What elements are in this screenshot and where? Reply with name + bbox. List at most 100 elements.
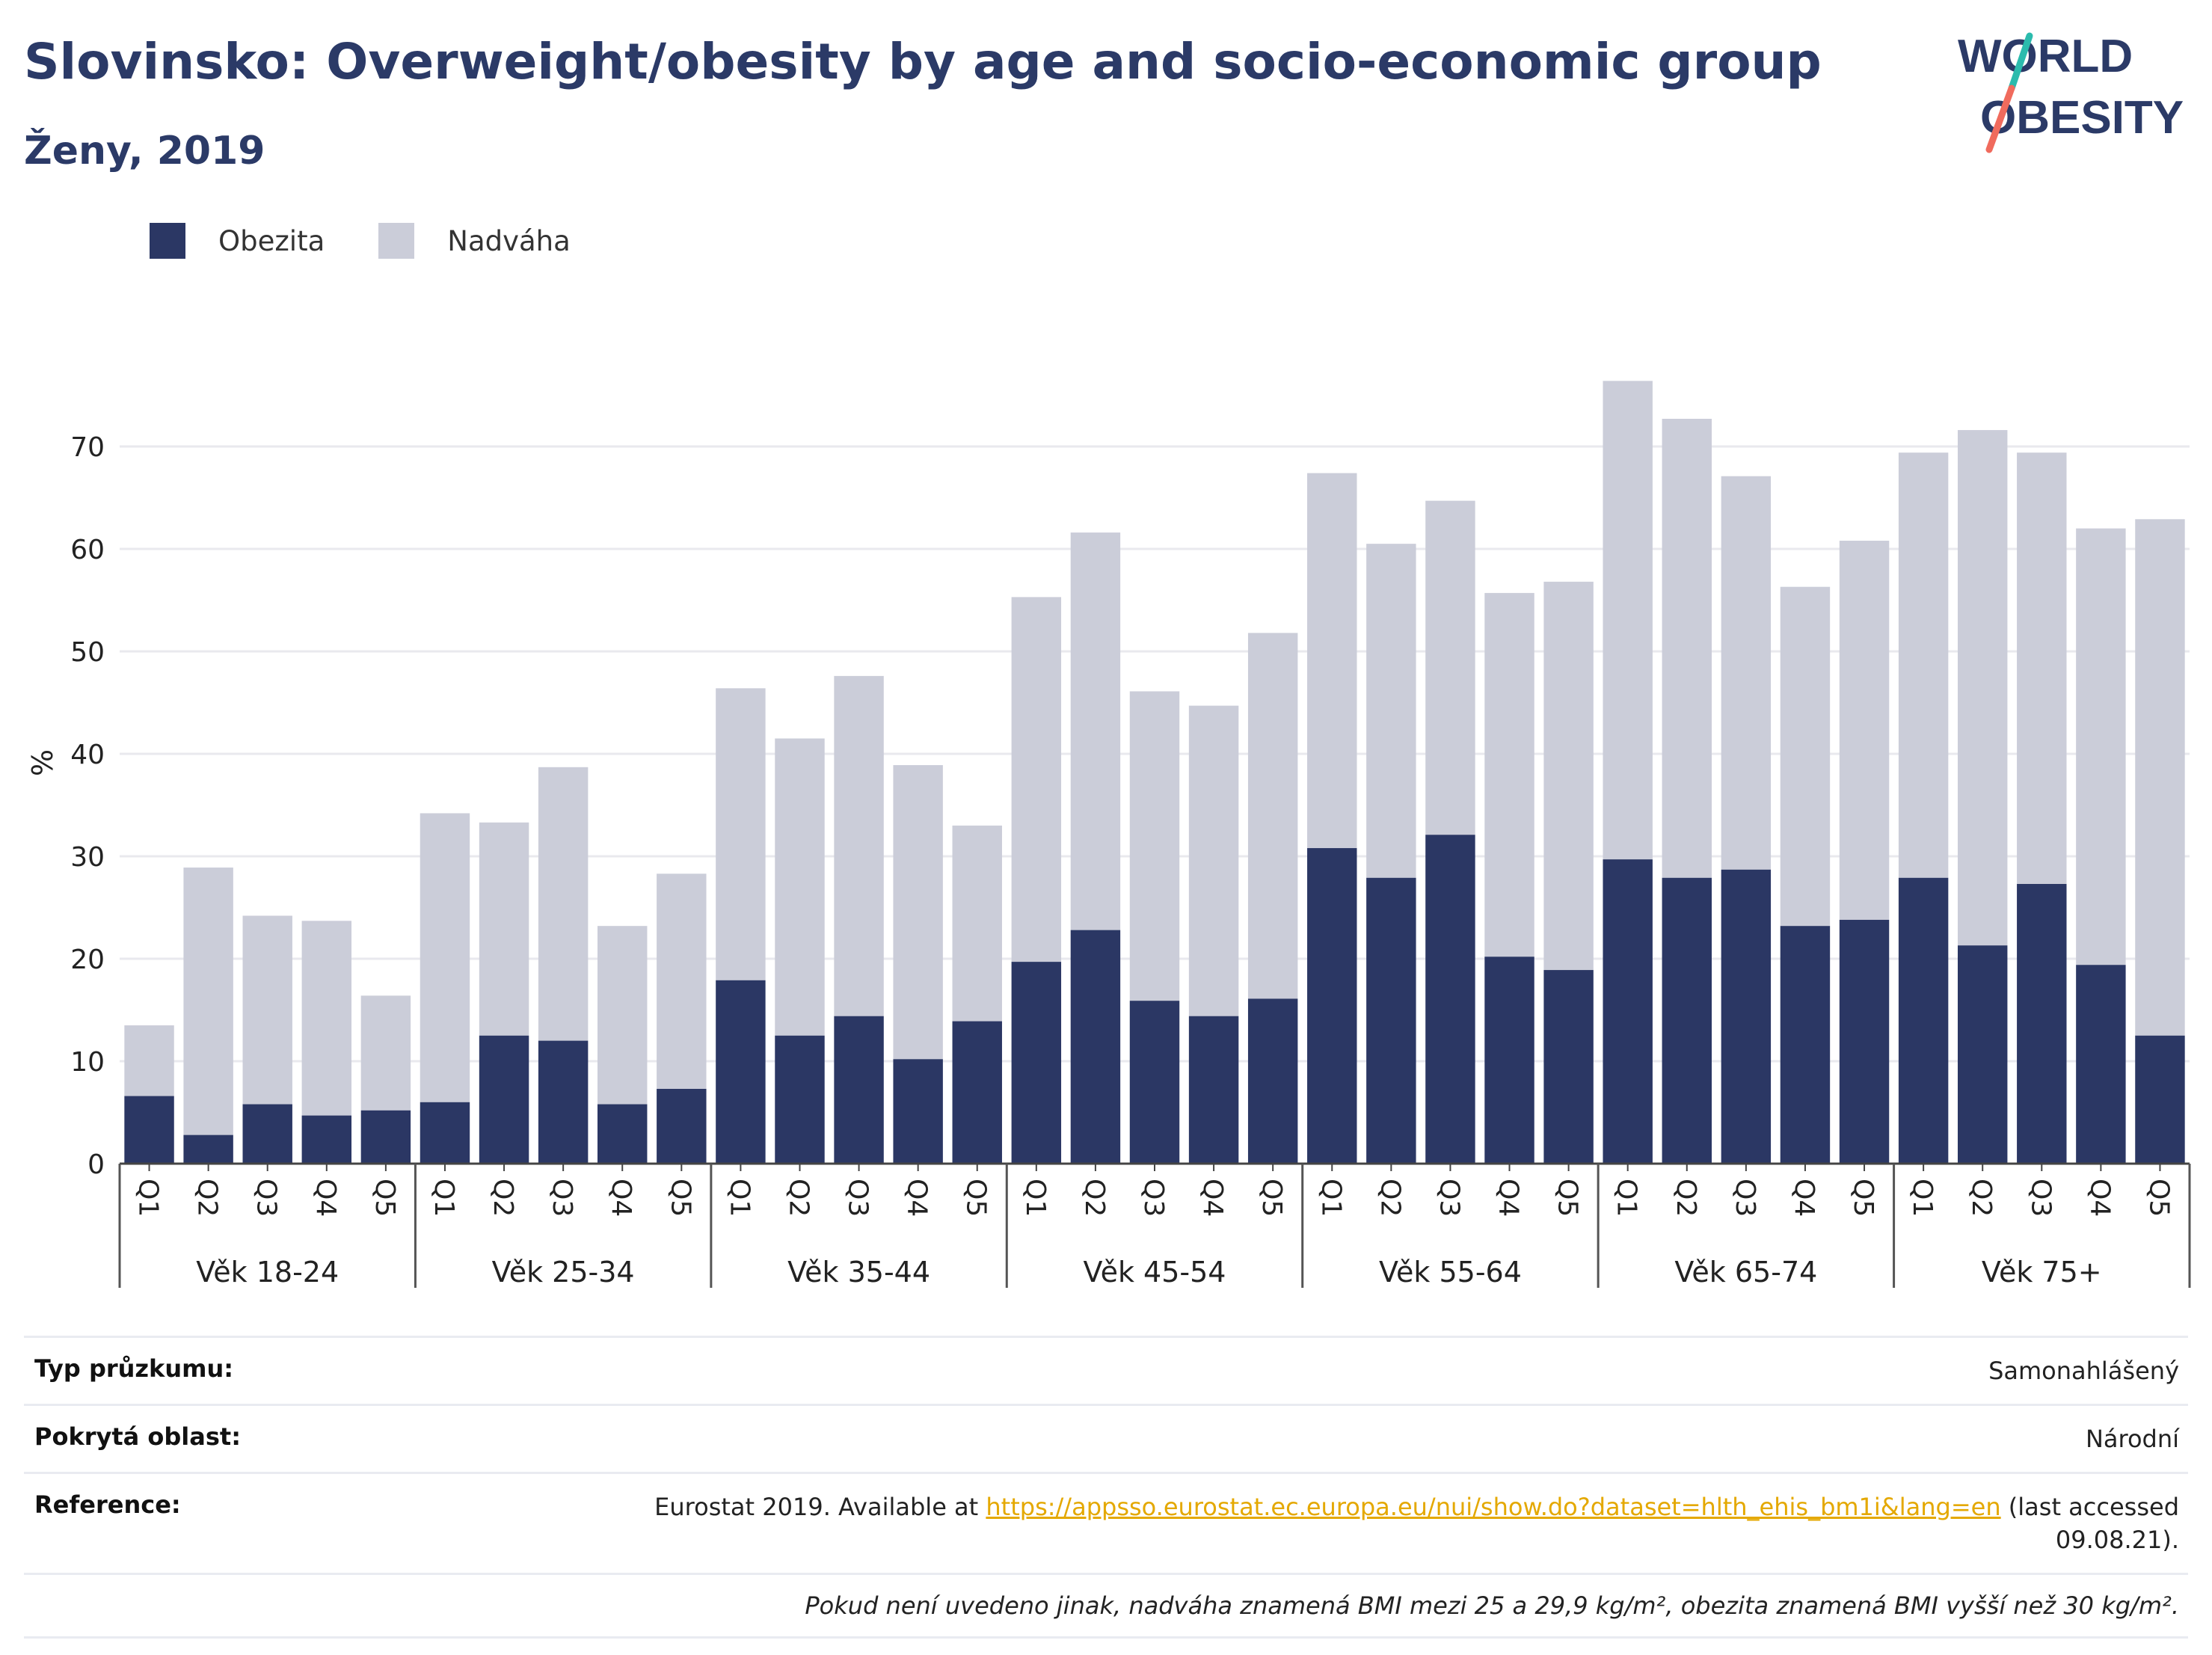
- reference-date: 09.08.21).: [2055, 1526, 2179, 1554]
- info-table: Typ průzkumu: Samonahlášený Pokrytá obla…: [24, 1336, 2188, 1639]
- bar-nadvaha: [1780, 586, 1831, 927]
- y-axis-label: %: [26, 749, 59, 776]
- bar-nadvaha: [360, 995, 411, 1111]
- bar-nadvaha: [420, 813, 470, 1102]
- bar-nadvaha: [301, 921, 352, 1116]
- reference-value: Eurostat 2019. Available at https://apps…: [654, 1490, 2179, 1556]
- bar-obezita: [124, 1096, 174, 1164]
- bar-nadvaha: [2076, 528, 2126, 965]
- info-row-note: Pokud není uvedeno jinak, nadváha znamen…: [24, 1573, 2188, 1639]
- x-tick-label: Q5: [369, 1179, 400, 1217]
- bar-nadvaha: [1011, 597, 1062, 962]
- bar-obezita: [893, 1059, 943, 1164]
- bar-obezita: [2076, 965, 2126, 1164]
- group-label: Věk 18-24: [196, 1256, 339, 1289]
- logo-line1: WORLD: [1958, 31, 2133, 82]
- group-label: Věk 55-64: [1379, 1256, 1522, 1289]
- area-value: Národní: [2085, 1425, 2179, 1453]
- x-tick-label: Q2: [1671, 1179, 1701, 1217]
- group-label: Věk 25-34: [492, 1256, 635, 1289]
- bar-nadvaha: [1366, 544, 1416, 878]
- x-tick-label: Q4: [1493, 1179, 1524, 1217]
- bar-nadvaha: [1070, 532, 1121, 930]
- x-tick-label: Q3: [1434, 1179, 1464, 1217]
- y-tick-label: 70: [70, 432, 105, 463]
- bar-obezita: [775, 1035, 825, 1164]
- bar-obezita: [1307, 848, 1357, 1164]
- x-tick-label: Q2: [783, 1179, 814, 1217]
- x-tick-label: Q5: [961, 1179, 992, 1217]
- survey-value: Samonahlášený: [1988, 1357, 2179, 1385]
- bar-obezita: [597, 1104, 648, 1164]
- bar-nadvaha: [1484, 592, 1534, 957]
- bar-nadvaha: [775, 738, 825, 1036]
- reference-label: Reference:: [34, 1490, 181, 1519]
- chart-subtitle: Ženy, 2019: [24, 129, 265, 174]
- chart-title: Slovinsko: Overweight/obesity by age and…: [24, 33, 1822, 90]
- bar-obezita: [657, 1088, 707, 1164]
- info-row-reference: Reference: Eurostat 2019. Available at h…: [24, 1472, 2188, 1573]
- legend-label-obezita: Obezita: [218, 224, 325, 257]
- x-tick-label: Q5: [1256, 1179, 1287, 1217]
- bar-obezita: [2017, 883, 2067, 1164]
- y-tick-label: 30: [70, 842, 105, 873]
- bar-nadvaha: [1425, 500, 1475, 835]
- x-tick-label: Q5: [665, 1179, 695, 1217]
- bar-nadvaha: [657, 873, 707, 1089]
- x-tick-label: Q5: [1552, 1179, 1583, 1217]
- logo-line2: OBESITY: [1980, 92, 2184, 144]
- bar-obezita: [183, 1134, 233, 1164]
- legend-item-obezita: Obezita: [150, 223, 325, 259]
- reference-suffix: (last accessed: [2000, 1493, 2179, 1521]
- x-tick-label: Q4: [902, 1179, 933, 1217]
- y-tick-label: 20: [70, 945, 105, 975]
- x-tick-label: Q5: [1848, 1179, 1878, 1217]
- bar-obezita: [1425, 835, 1475, 1164]
- x-tick-label: Q2: [192, 1179, 223, 1217]
- bar-obezita: [1662, 877, 1712, 1164]
- bar-nadvaha: [1957, 430, 2008, 946]
- bar-nadvaha: [716, 688, 766, 980]
- group-label: Věk 75+: [1982, 1256, 2102, 1289]
- bar-obezita: [1484, 957, 1534, 1164]
- y-tick-label: 10: [70, 1047, 105, 1078]
- x-tick-label: Q3: [2025, 1179, 2056, 1217]
- bar-nadvaha: [952, 825, 1002, 1022]
- reference-link[interactable]: https://appsso.eurostat.ec.europa.eu/nui…: [986, 1493, 2001, 1521]
- bar-obezita: [1839, 919, 1890, 1164]
- bar-nadvaha: [1188, 705, 1239, 1016]
- survey-label: Typ průzkumu:: [34, 1354, 234, 1383]
- x-tick-label: Q1: [428, 1179, 459, 1217]
- x-tick-label: Q3: [547, 1179, 577, 1217]
- legend-label-nadvaha: Nadváha: [447, 224, 571, 257]
- bar-obezita: [1603, 859, 1653, 1164]
- bar-obezita: [952, 1021, 1002, 1164]
- x-tick-label: Q1: [724, 1179, 755, 1217]
- bar-obezita: [301, 1115, 352, 1164]
- x-tick-label: Q3: [1730, 1179, 1760, 1217]
- group-label: Věk 45-54: [1084, 1256, 1226, 1289]
- x-tick-label: Q4: [1197, 1179, 1228, 1217]
- bar-nadvaha: [1839, 541, 1890, 920]
- bar-obezita: [538, 1040, 589, 1164]
- y-tick-label: 60: [70, 535, 105, 565]
- legend-swatch-obezita: [150, 223, 185, 259]
- bar-obezita: [1011, 962, 1062, 1164]
- bar-obezita: [1129, 1001, 1180, 1164]
- chart-legend: Obezita Nadváha: [150, 223, 624, 259]
- x-tick-label: Q2: [488, 1179, 518, 1217]
- bar-obezita: [360, 1110, 411, 1164]
- x-tick-label: Q1: [1020, 1179, 1051, 1217]
- area-label: Pokrytá oblast:: [34, 1422, 241, 1451]
- bar-obezita: [1070, 930, 1121, 1164]
- x-tick-label: Q2: [1374, 1179, 1405, 1217]
- legend-item-nadvaha: Nadváha: [378, 223, 571, 259]
- bar-nadvaha: [2135, 519, 2185, 1036]
- bar-obezita: [834, 1016, 884, 1164]
- x-tick-label: Q2: [1079, 1179, 1110, 1217]
- x-tick-label: Q2: [1966, 1179, 1997, 1217]
- bar-nadvaha: [538, 767, 589, 1041]
- x-tick-label: Q3: [251, 1179, 282, 1217]
- y-tick-label: 40: [70, 740, 105, 770]
- x-tick-label: Q4: [606, 1179, 636, 1217]
